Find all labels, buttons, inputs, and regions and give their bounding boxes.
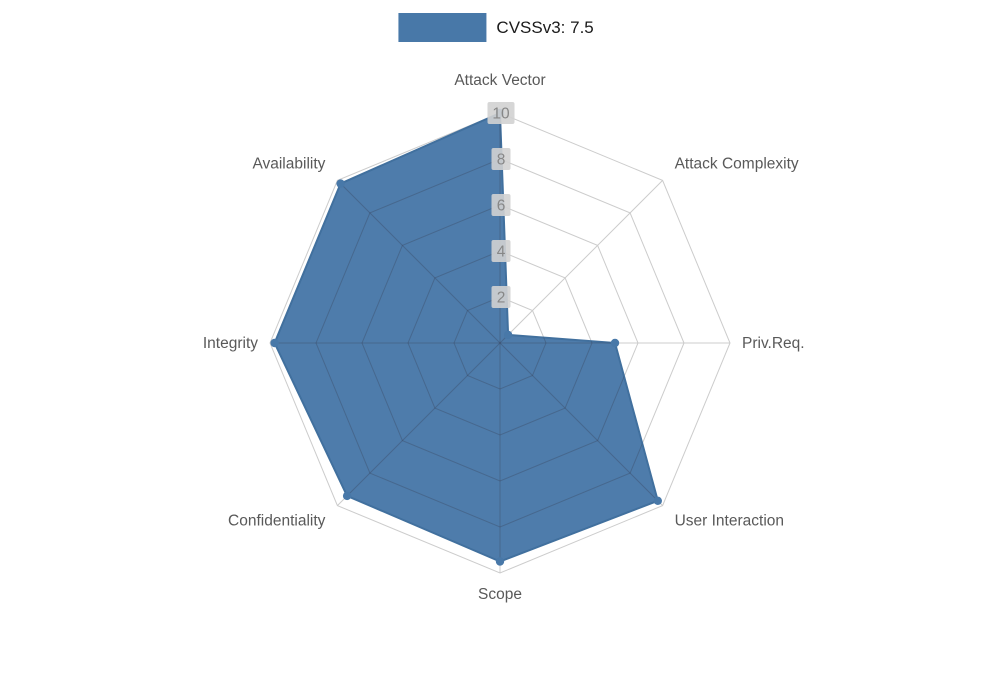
radar-spoke [499, 180, 663, 344]
radar-vertex-marker [653, 496, 662, 505]
radar-vertex-marker [270, 338, 279, 348]
radar-axis-label-attack-complexity: Attack Complexity [675, 155, 799, 172]
radar-tick-label: 8 [497, 152, 506, 169]
radar-tick-label: 10 [492, 106, 510, 123]
legend-label: CVSSv3: 7.5 [496, 17, 594, 37]
radar-vertex-marker [503, 330, 513, 340]
radar-tick-bg [487, 102, 515, 124]
radar-vertex-marker [495, 557, 505, 566]
radar-inner-spoke [337, 342, 501, 506]
radar-axis-label-attack-vector: Attack Vector [454, 72, 545, 89]
radar-vertex-marker [336, 179, 345, 188]
radar-axis-label-scope: Scope [478, 586, 522, 603]
radar-inner-spoke [499, 342, 658, 506]
radar-axis-label-availability: Availability [252, 155, 325, 172]
radar-tick-bg [491, 240, 511, 262]
chart-legend[interactable]: CVSSv3: 7.5 [398, 13, 594, 42]
radar-tick-bg [491, 194, 511, 216]
radar-vertex-marker [610, 338, 620, 348]
radar-axis-label-priv-req: Priv.Req. [742, 335, 805, 352]
radar-vertex-marker [342, 491, 352, 501]
legend-swatch [398, 13, 487, 42]
radar-tick-bg [491, 286, 511, 308]
radar-axis-label-integrity: Integrity [203, 335, 258, 352]
radar-tick-label: 4 [497, 244, 506, 261]
radar-tick-label: 2 [497, 290, 506, 307]
radar-series-polygon [273, 112, 659, 563]
radar-tick-bg [491, 148, 511, 170]
radar-tick-label: 6 [497, 198, 506, 215]
radar-axis-label-user-interaction: User Interaction [675, 513, 784, 530]
radar-axis-label-confidentiality: Confidentiality [228, 513, 326, 530]
radar-inner-spoke [337, 180, 501, 344]
